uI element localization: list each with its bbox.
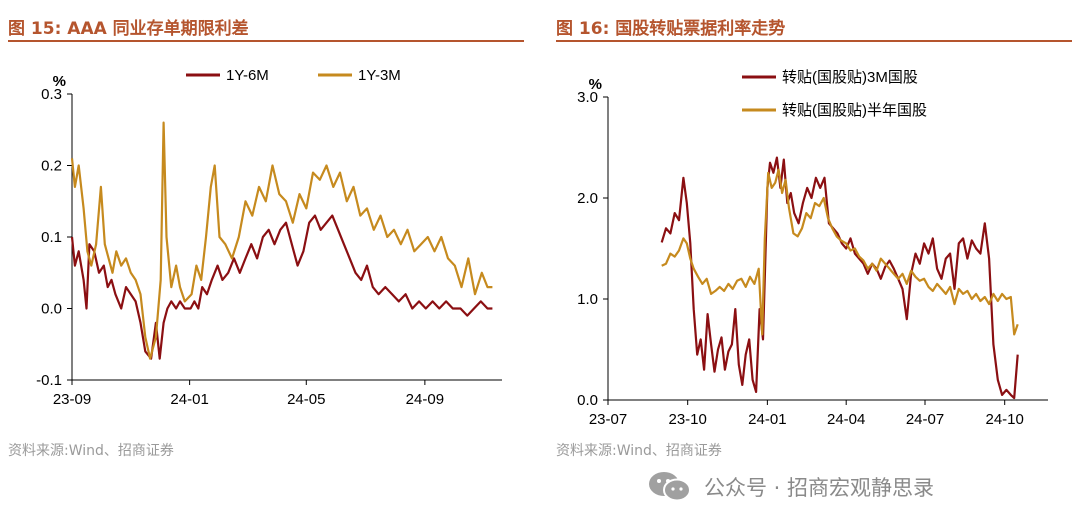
- right-x-tick-label: 24-01: [748, 411, 786, 428]
- left-y-tick-label: 0.1: [41, 229, 62, 246]
- left-y-tick-label: -0.1: [36, 372, 62, 389]
- left-legend-label-1: 1Y-6M: [226, 67, 269, 84]
- right-series-line-2: [661, 168, 1019, 336]
- watermark-text: 公众号 · 招商宏观静思录: [704, 476, 935, 500]
- right-x-tick-label: 23-10: [668, 411, 706, 428]
- right-line-chart: % 0.0 1.0 2.0 3.0 23-07 23-10 24-01 24-04 24-07 24…: [577, 69, 1048, 428]
- right-x-tick-label: 24-04: [827, 411, 865, 428]
- right-y-unit-label: %: [589, 76, 602, 93]
- right-x-tick-label: 23-07: [589, 411, 627, 428]
- left-chart-title: 图 15: AAA 同业存单期限利差: [8, 19, 249, 39]
- right-legend-label-2: 转贴(国股贴)半年国股: [782, 102, 927, 119]
- left-y-tick-label: 0.3: [41, 86, 62, 103]
- right-y-tick-label: 2.0: [577, 190, 598, 207]
- left-y-unit-label: %: [53, 73, 66, 90]
- left-x-tick-label: 24-01: [170, 391, 208, 408]
- wechat-logo-icon: [646, 470, 694, 504]
- left-x-tick-label: 24-09: [406, 391, 444, 408]
- left-source-note: 资料来源:Wind、招商证券: [8, 443, 174, 459]
- left-x-tick-label: 23-09: [53, 391, 91, 408]
- right-y-tick-label: 3.0: [577, 89, 598, 106]
- right-x-tick-label: 24-10: [986, 411, 1024, 428]
- left-y-tick-label: 0.0: [41, 301, 62, 318]
- right-series-line-1: [660, 156, 1019, 400]
- right-y-tick-label: 1.0: [577, 291, 598, 308]
- left-legend-label-2: 1Y-3M: [358, 67, 401, 84]
- right-x-tick-label: 24-07: [906, 411, 944, 428]
- left-x-tick-label: 24-05: [287, 391, 325, 408]
- left-series-line-2: [70, 121, 493, 360]
- right-title-rule: [556, 40, 1072, 42]
- left-y-tick-label: 0.2: [41, 158, 62, 175]
- left-line-chart: % -0.1 0.0 0.1 0.2 0.3 23-09 24-01 24-05 24-09 1Y-…: [36, 67, 502, 408]
- right-chart-title: 图 16: 国股转贴票据利率走势: [556, 19, 786, 39]
- left-series-line-1: [70, 214, 493, 360]
- right-source-note: 资料来源:Wind、招商证券: [556, 443, 722, 459]
- right-y-tick-label: 0.0: [577, 392, 598, 409]
- left-title-rule: [8, 40, 524, 42]
- watermark: 公众号 · 招商宏观静思录: [646, 470, 934, 504]
- right-legend-label-1: 转贴(国股贴)3M国股: [782, 69, 918, 86]
